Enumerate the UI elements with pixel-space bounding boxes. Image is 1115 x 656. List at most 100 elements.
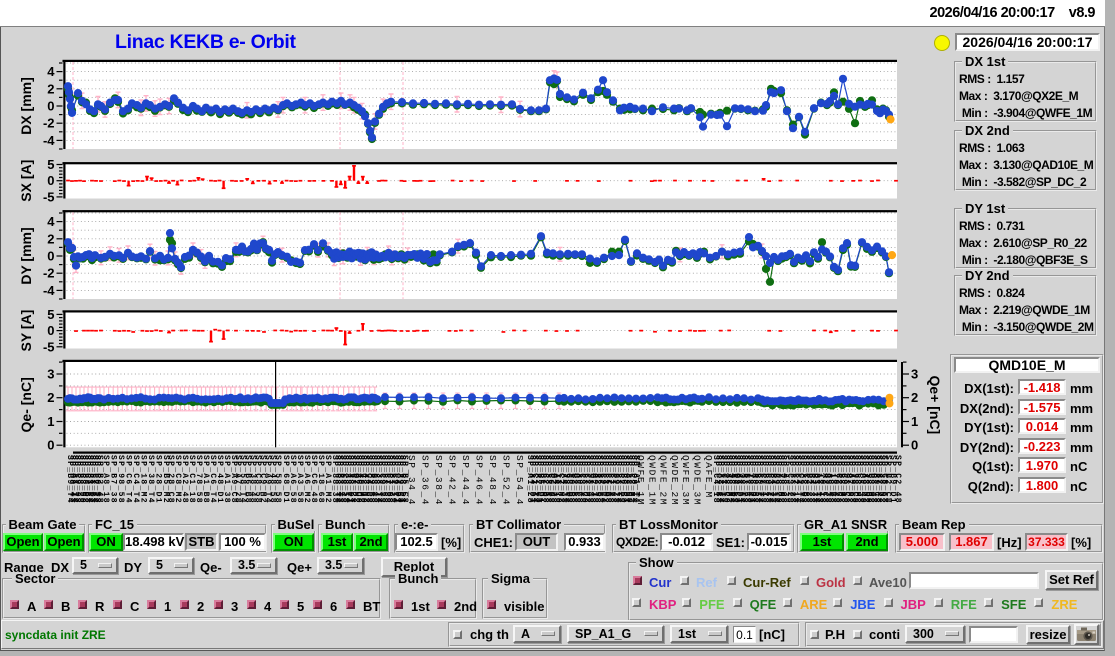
svg-text:SP_B2_B8: SP_B2_B8 <box>569 455 578 504</box>
svg-text:SP_C9_M2: SP_C9_M2 <box>258 455 267 504</box>
svg-text:SP_C6_T4: SP_C6_T4 <box>124 455 133 504</box>
svg-text:QAFE_M: QAFE_M <box>703 455 714 499</box>
svg-text:SP_68_T4: SP_68_T4 <box>333 455 342 504</box>
svg-text:SP_C8_58: SP_C8_58 <box>253 455 262 504</box>
svg-text:SP_28_T4: SP_28_T4 <box>613 455 622 504</box>
svg-text:SP_A4_18: SP_A4_18 <box>551 455 560 504</box>
svg-text:SX [A]: SX [A] <box>18 160 34 202</box>
svg-text:DY [mm]: DY [mm] <box>18 227 34 284</box>
svg-text:QWDE_1M: QWDE_1M <box>646 455 657 506</box>
svg-text:SP_B9_C8: SP_B9_C8 <box>732 455 741 504</box>
svg-text:SP_B3_M2: SP_B3_M2 <box>866 455 875 504</box>
svg-text:0: 0 <box>47 249 54 264</box>
svg-text:SP_58_B8: SP_58_B8 <box>863 455 872 504</box>
svg-text:SP_C6_48: SP_C6_48 <box>309 455 318 504</box>
svg-text:SP_C7_18: SP_C7_18 <box>758 455 767 504</box>
svg-text:SY [A]: SY [A] <box>18 310 34 352</box>
svg-text:SP_C9_68: SP_C9_68 <box>763 455 772 504</box>
svg-text:SP_A2_C8: SP_A2_C8 <box>820 455 829 504</box>
svg-text:SP_78_D1: SP_78_D1 <box>747 455 756 504</box>
svg-text:SP_A7_28: SP_A7_28 <box>233 455 242 504</box>
svg-text:SP_C2_B8: SP_C2_B8 <box>83 455 92 504</box>
svg-text:SP_A1_T4: SP_A1_T4 <box>632 455 641 504</box>
svg-text:SP_A9_68: SP_A9_68 <box>847 455 856 504</box>
svg-text:-5: -5 <box>43 339 55 354</box>
svg-text:SP_A8_18: SP_A8_18 <box>101 455 110 504</box>
svg-text:SP_A2_68: SP_A2_68 <box>799 455 808 504</box>
svg-text:SP_C3_48: SP_C3_48 <box>577 455 586 504</box>
svg-text:SP_B7_48: SP_B7_48 <box>874 455 883 504</box>
svg-text:SP_B3_38: SP_B3_38 <box>809 455 818 504</box>
svg-text:1: 1 <box>47 414 54 429</box>
svg-text:SP_C7_38: SP_C7_38 <box>382 455 391 504</box>
svg-text:SP_18_18: SP_18_18 <box>554 455 563 504</box>
svg-text:SP_78_M2: SP_78_M2 <box>776 455 785 504</box>
svg-text:SP_18_B8: SP_18_B8 <box>828 455 837 504</box>
svg-text:SP_C7_T4: SP_C7_T4 <box>90 455 99 504</box>
svg-text:SP_28_48: SP_28_48 <box>372 455 381 504</box>
svg-text:SP_A4_D1: SP_A4_D1 <box>528 455 537 504</box>
svg-text:SP_68_68: SP_68_68 <box>379 455 388 504</box>
svg-text:SP_C4_T4: SP_C4_T4 <box>793 455 802 504</box>
svg-text:SP_A2_48: SP_A2_48 <box>180 455 189 504</box>
svg-text:SP_B1_T4: SP_B1_T4 <box>85 455 94 504</box>
svg-text:SP_C8_M2: SP_C8_M2 <box>173 455 182 504</box>
svg-text:SP_B4_38: SP_B4_38 <box>768 455 777 504</box>
svg-text:SP_34_4: SP_34_4 <box>406 455 417 506</box>
svg-text:0: 0 <box>47 438 54 453</box>
svg-text:0: 0 <box>47 173 54 188</box>
svg-text:SP_A2_T4: SP_A2_T4 <box>716 455 725 504</box>
svg-text:SP_A6_M2: SP_A6_M2 <box>302 455 311 504</box>
svg-text:SP_18_M2: SP_18_M2 <box>139 455 148 504</box>
svg-text:-2: -2 <box>43 266 55 281</box>
svg-text:SP_C3_58: SP_C3_58 <box>78 455 87 504</box>
svg-text:SP_B9_T4: SP_B9_T4 <box>65 455 74 504</box>
svg-text:SP_B6_B8: SP_B6_B8 <box>619 455 628 504</box>
svg-text:SP_78_58: SP_78_58 <box>194 455 203 504</box>
svg-text:SP_A9_C8: SP_A9_C8 <box>574 455 583 504</box>
svg-text:SP_42_4: SP_42_4 <box>447 455 458 506</box>
svg-text:1: 1 <box>911 414 918 429</box>
svg-text:SP_A9_C8: SP_A9_C8 <box>229 455 238 504</box>
svg-text:SP_B5_C8: SP_B5_C8 <box>400 455 409 504</box>
svg-text:SP_B7_48: SP_B7_48 <box>587 455 596 504</box>
svg-text:2: 2 <box>47 81 54 96</box>
svg-text:SP_C7_18: SP_C7_18 <box>790 455 799 504</box>
svg-text:SP_C1_68: SP_C1_68 <box>608 455 617 504</box>
svg-text:SP_C9_T4: SP_C9_T4 <box>755 455 764 504</box>
svg-text:SP_A9_58: SP_A9_58 <box>750 455 759 504</box>
svg-text:SP_B1_28: SP_B1_28 <box>387 455 396 504</box>
svg-text:SP_48_M2: SP_48_M2 <box>356 455 365 504</box>
svg-text:SP_B5_D1: SP_B5_D1 <box>535 455 544 504</box>
svg-text:SP_58_D1: SP_58_D1 <box>621 455 630 504</box>
svg-text:0: 0 <box>47 99 54 114</box>
svg-text:SP_C4_38: SP_C4_38 <box>364 455 373 504</box>
svg-text:2: 2 <box>47 231 54 246</box>
svg-text:QWFE_3M: QWFE_3M <box>680 455 691 506</box>
svg-text:SP_C1_18: SP_C1_18 <box>187 455 196 504</box>
svg-text:SP_68_M2: SP_68_M2 <box>853 455 862 504</box>
svg-text:2: 2 <box>911 390 918 405</box>
svg-text:-2: -2 <box>43 116 55 131</box>
svg-text:SP_A2_68: SP_A2_68 <box>624 455 633 504</box>
svg-text:SP_B9_28: SP_B9_28 <box>611 455 620 504</box>
svg-text:SP_78_48: SP_78_48 <box>831 455 840 504</box>
svg-text:SP_C1_M2: SP_C1_M2 <box>600 455 609 504</box>
svg-text:SP_98_T4: SP_98_T4 <box>561 455 570 504</box>
svg-text:SP_C6_T4: SP_C6_T4 <box>208 455 217 504</box>
svg-text:SP_88_38: SP_88_38 <box>330 455 339 504</box>
svg-text:SP_C7_B8: SP_C7_B8 <box>385 455 394 504</box>
svg-text:SP_58_C8: SP_58_C8 <box>842 455 851 504</box>
svg-text:SP_C8_B8: SP_C8_B8 <box>801 455 810 504</box>
svg-text:SP_A6_58: SP_A6_58 <box>288 455 297 504</box>
svg-text:SP_A9_T4: SP_A9_T4 <box>263 455 272 504</box>
svg-text:SP_C2_18: SP_C2_18 <box>359 455 368 504</box>
svg-text:SP_B8_M2: SP_B8_M2 <box>836 455 845 504</box>
svg-text:SP_28_C8: SP_28_C8 <box>166 455 175 504</box>
svg-text:SP_A5_38: SP_A5_38 <box>823 455 832 504</box>
svg-text:SP_B2_C8: SP_B2_C8 <box>883 455 892 504</box>
svg-text:SP_78_18: SP_78_18 <box>817 455 826 504</box>
svg-text:SP_B9_D1: SP_B9_D1 <box>888 455 897 504</box>
svg-text:SP_68_28: SP_68_28 <box>348 455 357 504</box>
svg-text:SP_18_B8: SP_18_B8 <box>567 455 576 504</box>
